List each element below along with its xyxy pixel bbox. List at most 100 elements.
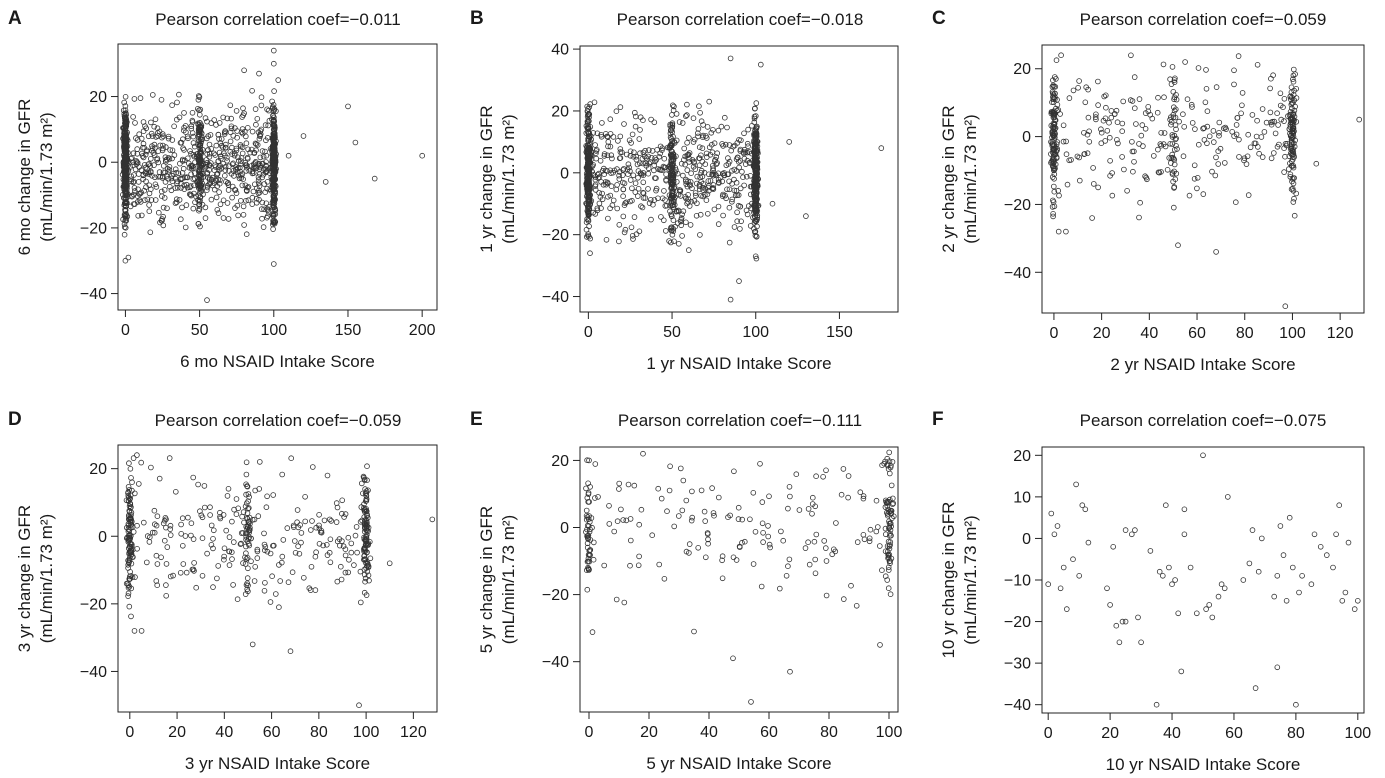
data-point (1333, 531, 1339, 538)
data-point (636, 136, 643, 142)
data-point (702, 186, 709, 192)
data-point (133, 135, 139, 141)
data-point (666, 192, 673, 199)
data-point (1274, 144, 1281, 150)
data-point (585, 169, 592, 176)
data-point (129, 193, 135, 199)
x-tick-label: 80 (1236, 325, 1254, 342)
data-point (813, 531, 820, 538)
data-point (700, 122, 706, 128)
data-point (648, 116, 654, 123)
data-point (1291, 66, 1297, 73)
data-point (640, 179, 647, 186)
data-point (346, 556, 352, 563)
x-tick-label: 0 (121, 322, 130, 339)
x-tick-label: 150 (335, 322, 362, 339)
data-point (213, 178, 220, 184)
data-point (238, 198, 244, 204)
data-point (210, 584, 216, 590)
data-point (264, 106, 270, 113)
data-point (155, 159, 162, 166)
data-point (586, 141, 593, 148)
data-point (632, 123, 639, 130)
y-axis-label-units: (mL/min/1.73 m²) (961, 114, 980, 243)
data-point (586, 134, 592, 140)
data-point (1142, 110, 1149, 116)
panel-letter: E (470, 409, 483, 430)
data-point (235, 154, 241, 161)
data-point (1119, 128, 1125, 135)
data-point (713, 172, 719, 179)
data-point (342, 552, 349, 559)
data-point (1191, 176, 1198, 182)
data-point (729, 168, 735, 174)
data-point (719, 575, 726, 582)
data-point (225, 216, 232, 222)
data-point (230, 160, 237, 167)
data-point (1158, 169, 1164, 175)
data-point (1288, 151, 1295, 158)
data-point (806, 561, 813, 568)
data-point (669, 232, 676, 238)
data-point (121, 231, 128, 238)
data-point (261, 206, 267, 213)
data-point (731, 176, 737, 183)
data-point (617, 104, 624, 110)
data-point (669, 102, 676, 109)
data-point (1113, 107, 1120, 114)
data-point (726, 239, 733, 246)
data-point (747, 223, 754, 229)
data-point (255, 190, 262, 197)
y-tick-label: 0 (560, 165, 569, 182)
data-point (196, 152, 202, 159)
data-point (1050, 77, 1056, 83)
data-point (362, 486, 368, 492)
data-point (189, 163, 196, 170)
data-point (1188, 101, 1195, 108)
data-point (196, 177, 202, 183)
data-point (1108, 114, 1115, 121)
data-point (1189, 104, 1195, 110)
data-point (160, 222, 167, 229)
data-point (366, 577, 372, 584)
data-point (270, 150, 277, 157)
data-point (886, 533, 893, 539)
data-point (1336, 502, 1342, 509)
data-point (645, 186, 651, 192)
data-point (216, 120, 223, 126)
data-point (616, 480, 622, 487)
data-point (336, 536, 343, 542)
data-point (1154, 109, 1161, 116)
data-point (840, 596, 847, 602)
data-point (587, 547, 593, 553)
data-point (224, 200, 231, 206)
data-point (271, 143, 278, 149)
data-point (1057, 111, 1063, 117)
data-point (662, 228, 669, 234)
data-point (874, 524, 881, 530)
y-axis-label-units: (mL/min/1.73 m²) (499, 114, 518, 243)
data-point (647, 197, 654, 203)
data-point (887, 464, 894, 471)
data-point (1271, 593, 1277, 600)
data-point (1216, 132, 1222, 139)
data-point (159, 216, 165, 222)
data-point (1206, 133, 1213, 140)
data-point (727, 296, 734, 303)
data-point (1052, 165, 1058, 172)
data-point (250, 165, 257, 171)
data-point (1211, 139, 1217, 145)
data-point (138, 167, 145, 174)
data-point (710, 510, 717, 516)
data-point (1296, 589, 1302, 596)
data-point (621, 599, 628, 606)
x-axis-label: 2 yr NSAID Intake Score (1110, 355, 1295, 374)
data-point (244, 575, 251, 581)
data-point (1051, 122, 1057, 128)
data-point (122, 123, 129, 129)
data-point (1049, 83, 1056, 90)
data-point (364, 520, 370, 526)
data-point (621, 229, 628, 236)
